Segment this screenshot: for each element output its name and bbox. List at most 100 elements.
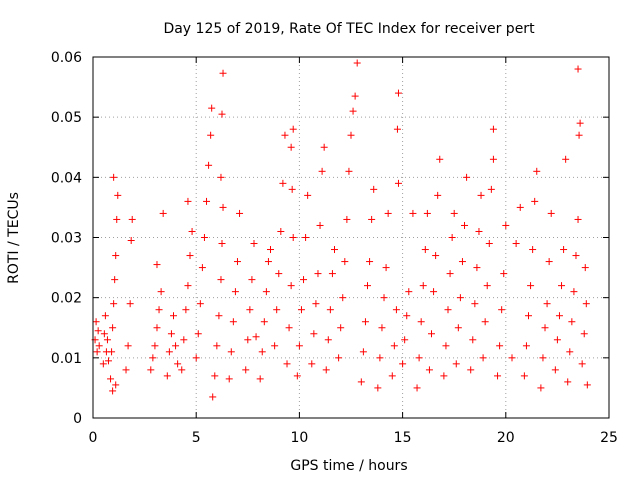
data-point — [293, 372, 301, 380]
data-point — [149, 354, 157, 362]
x-tick-label: 5 — [192, 430, 201, 446]
data-point — [100, 330, 108, 338]
data-point — [322, 366, 330, 374]
data-point — [99, 360, 107, 368]
data-point — [113, 215, 121, 223]
data-point — [236, 209, 244, 217]
data-point — [155, 306, 163, 314]
data-point — [508, 354, 516, 362]
data-point — [112, 252, 120, 260]
data-point — [547, 209, 555, 217]
data-point — [374, 384, 382, 392]
data-point — [285, 324, 293, 332]
data-point — [289, 234, 297, 241]
y-tick-label: 0.05 — [51, 110, 82, 126]
data-point — [101, 312, 109, 320]
data-point — [330, 246, 338, 254]
data-point — [289, 125, 297, 133]
data-point — [572, 252, 580, 260]
data-point — [357, 378, 365, 386]
data-point — [413, 384, 421, 392]
data-point — [578, 360, 586, 368]
data-point — [300, 276, 308, 284]
data-point — [378, 324, 386, 332]
data-point — [324, 336, 332, 344]
data-point — [442, 342, 450, 350]
data-point — [95, 342, 103, 350]
data-point — [345, 167, 353, 175]
data-point — [217, 276, 225, 284]
data-point — [522, 342, 530, 350]
data-point — [434, 191, 442, 199]
data-point — [452, 360, 460, 368]
data-point — [227, 348, 235, 356]
data-point — [368, 215, 376, 223]
data-point — [401, 336, 409, 344]
data-point — [157, 288, 165, 296]
data-point — [304, 191, 312, 199]
y-tick-label: 0.01 — [51, 351, 82, 367]
data-point — [456, 294, 464, 302]
data-point — [390, 342, 398, 350]
data-point — [242, 366, 250, 374]
data-point — [110, 173, 118, 181]
data-point — [489, 125, 497, 133]
data-point — [425, 366, 433, 374]
y-tick-label: 0.04 — [51, 170, 82, 186]
data-point — [498, 306, 506, 314]
data-point — [341, 258, 349, 266]
data-point — [124, 342, 132, 350]
data-point — [444, 306, 452, 314]
data-point — [458, 258, 466, 266]
data-points — [91, 59, 591, 401]
data-point — [165, 348, 173, 356]
axis-ticks — [92, 56, 610, 419]
data-point — [337, 324, 345, 332]
data-point — [277, 227, 285, 235]
data-point — [533, 167, 541, 175]
data-point — [545, 258, 553, 266]
data-point — [347, 131, 355, 139]
data-point — [178, 366, 186, 374]
data-point — [302, 234, 310, 241]
data-point — [110, 300, 118, 308]
data-point — [399, 360, 407, 368]
data-point — [551, 366, 559, 374]
data-point — [475, 227, 483, 235]
data-point — [359, 348, 367, 356]
data-point — [361, 318, 369, 326]
data-point — [328, 270, 336, 278]
data-point — [502, 221, 510, 229]
y-tick-label: 0 — [73, 411, 82, 427]
data-point — [107, 375, 115, 383]
data-point — [283, 360, 291, 368]
x-axis-label: GPS time / hours — [290, 458, 407, 474]
x-tick-label: 25 — [600, 430, 618, 446]
data-point — [582, 300, 590, 308]
data-point — [421, 246, 429, 254]
data-point — [169, 312, 177, 320]
data-point — [297, 306, 305, 314]
data-point — [568, 318, 576, 326]
data-point — [167, 330, 175, 338]
data-point — [209, 393, 217, 401]
data-point — [112, 381, 120, 389]
data-point — [409, 209, 417, 217]
data-point — [200, 234, 208, 241]
data-point — [126, 300, 134, 308]
data-point — [258, 348, 266, 356]
data-point — [186, 252, 194, 260]
data-point — [260, 318, 268, 326]
data-point — [264, 258, 272, 266]
data-point — [153, 324, 161, 332]
x-tick-label: 0 — [89, 430, 98, 446]
data-point — [405, 288, 413, 296]
data-point — [419, 282, 427, 290]
data-point — [182, 306, 190, 314]
data-point — [219, 69, 227, 77]
data-point — [529, 246, 537, 254]
data-point — [281, 131, 289, 139]
x-tick-label: 10 — [290, 430, 308, 446]
data-point — [244, 336, 252, 344]
